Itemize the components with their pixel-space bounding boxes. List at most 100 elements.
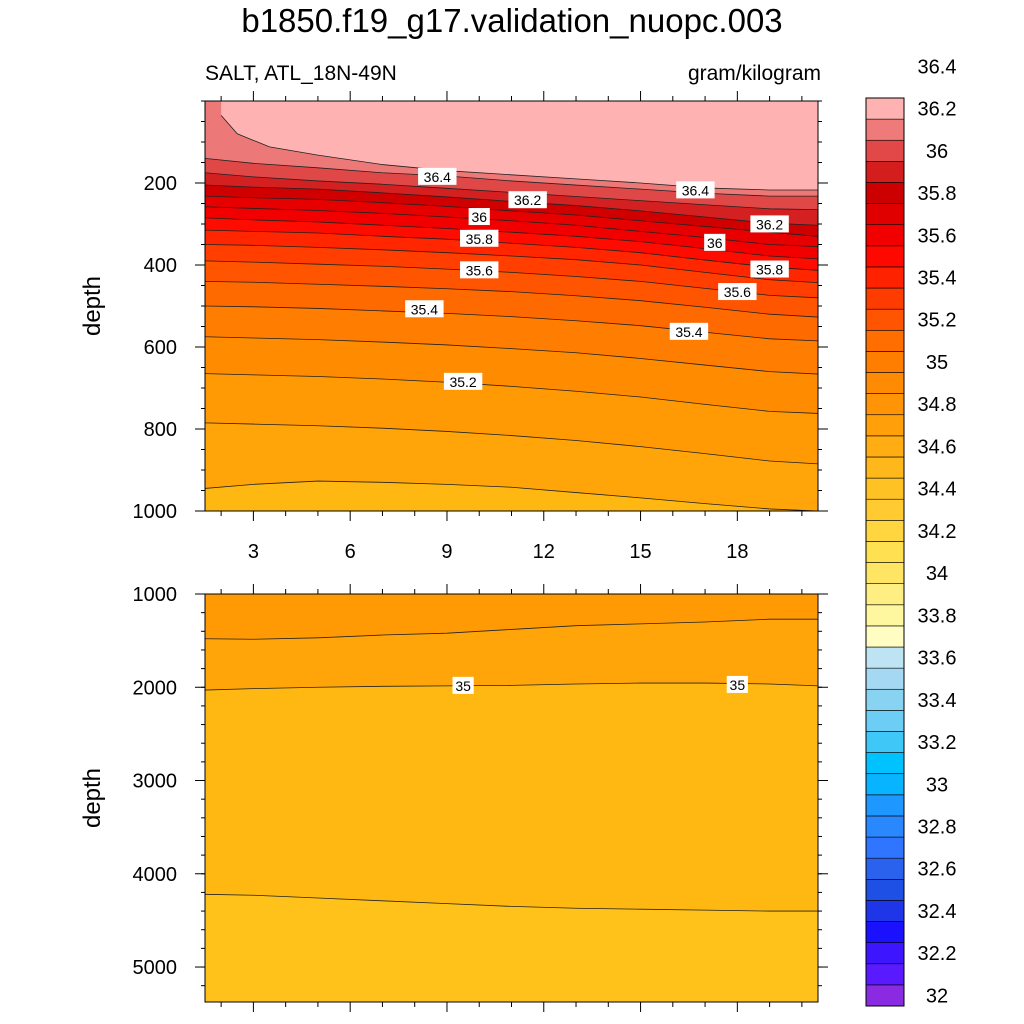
colorbar-swatch	[865, 308, 905, 331]
colorbar-swatch	[865, 667, 905, 690]
contour-line	[204, 158, 818, 197]
colorbar-swatch	[865, 139, 905, 162]
y-tick-label: 800	[144, 419, 177, 441]
colorbar-swatch	[865, 921, 905, 943]
colorbar-label: 34.4	[918, 479, 957, 501]
contour-line	[204, 336, 819, 375]
colorbar-label: 36	[926, 141, 948, 163]
x-tick-label: 12	[533, 541, 555, 563]
contour-label-box	[750, 215, 789, 233]
lower-contour-panel: 1000 2000 3000 4000 5000 depth 35 35	[79, 584, 828, 1012]
colorbar-swatch	[865, 836, 905, 859]
contour-label-box	[452, 676, 474, 694]
colorbar-swatch	[865, 435, 905, 458]
colorbar-swatch	[865, 393, 905, 416]
colorbar-swatch	[865, 520, 905, 542]
contour-line	[204, 305, 819, 342]
x-tick-label: 15	[629, 541, 651, 563]
colorbar-swatch	[865, 118, 905, 141]
colorbar-swatch	[865, 857, 905, 880]
colorbar-label: 35	[926, 352, 948, 374]
colorbar-frame	[865, 97, 905, 1007]
contour-label-box	[704, 233, 726, 251]
colorbar: 32 32.2 32.4 32.6 32.8 33 33.2 33.4 33.6 33.8 34 34…	[865, 56, 957, 1007]
colorbar-label: 36.4	[918, 56, 957, 78]
contour-line	[220, 115, 818, 191]
contour-label: 36.4	[682, 182, 709, 198]
colorbar-label: 32.6	[918, 859, 957, 881]
colorbar-swatch	[865, 414, 905, 437]
colorbar-label: 35.2	[918, 310, 957, 332]
contour-label-box	[460, 229, 499, 247]
contour-line	[204, 373, 819, 414]
colorbar-swatch	[865, 942, 905, 965]
x-tick-label: 9	[441, 541, 452, 563]
y-tick-label: 200	[144, 173, 177, 195]
y-tick-label: 4000	[133, 864, 178, 886]
colorbar-swatch	[865, 710, 905, 732]
colorbar-swatch	[865, 731, 905, 753]
colorbar-swatch	[865, 794, 905, 817]
colorbar-swatch	[865, 97, 905, 120]
contour-label-box	[676, 181, 715, 199]
contour-label: 35.2	[449, 374, 476, 390]
colorbar-label: 32.2	[918, 943, 957, 965]
colorbar-swatch	[865, 583, 905, 606]
contour-line	[204, 618, 818, 640]
colorbar-swatch	[865, 372, 905, 394]
x-tick-label: 6	[345, 541, 356, 563]
y-tick-label: 2000	[133, 677, 178, 699]
contour-label-box	[468, 208, 490, 226]
contour-label-box	[418, 167, 457, 185]
colorbar-label: 33.6	[918, 648, 957, 670]
colorbar-swatch	[865, 182, 905, 204]
contour-label: 35.6	[466, 262, 493, 278]
contour-label-box	[750, 260, 789, 278]
units-label: gram/kilogram	[687, 62, 821, 85]
colorbar-swatch	[865, 477, 905, 500]
y-axis-title: depth	[79, 276, 106, 336]
y-tick-label: 5000	[133, 957, 178, 979]
chart-title: b1850.f19_g17.validation_nuopc.003	[241, 2, 783, 39]
colorbar-swatch	[865, 541, 905, 563]
colorbar-label: 32.4	[918, 901, 957, 923]
contour-line	[204, 206, 819, 247]
contour-label: 35.8	[756, 262, 783, 278]
contour-label-box	[718, 283, 757, 301]
contour-line	[204, 422, 819, 465]
colorbar-swatch	[865, 900, 905, 922]
colorbar-label: 35.6	[918, 225, 957, 247]
colorbar-label: 33.2	[918, 732, 957, 754]
contour-label: 35.4	[675, 324, 702, 340]
colorbar-swatch	[865, 287, 905, 310]
contour-label-box	[443, 372, 483, 390]
y-tick-label: 1000	[133, 584, 178, 606]
contour-label: 35.6	[724, 284, 751, 300]
colorbar-swatch	[865, 456, 905, 479]
y-tick-label: 3000	[133, 771, 178, 793]
contour-label: 36.2	[514, 192, 541, 208]
contour-label-box	[508, 191, 547, 209]
colorbar-swatch	[865, 224, 905, 247]
colorbar-swatch	[865, 604, 905, 627]
contour-line	[204, 893, 818, 912]
contour-label: 35	[730, 677, 746, 693]
x-tick-label: 3	[248, 541, 259, 563]
contour-label: 36	[707, 235, 723, 251]
band-fill	[205, 594, 818, 640]
y-axis-title: depth	[79, 768, 106, 828]
colorbar-swatch	[865, 351, 905, 373]
contour-label: 36	[471, 209, 487, 225]
colorbar-label: 32.8	[918, 817, 957, 839]
colorbar-label: 34.8	[918, 394, 957, 416]
contour-line	[204, 217, 819, 260]
contour-label: 35.4	[411, 301, 438, 317]
contour-line	[204, 195, 819, 237]
y-tick-label: 600	[144, 337, 177, 359]
contour-label: 36.4	[424, 169, 451, 185]
colorbar-swatch	[865, 203, 905, 225]
colorbar-label: 36.2	[918, 99, 957, 121]
colorbar-swatch	[865, 688, 905, 711]
colorbar-swatch	[865, 625, 905, 648]
colorbar-label: 33.4	[918, 690, 957, 712]
